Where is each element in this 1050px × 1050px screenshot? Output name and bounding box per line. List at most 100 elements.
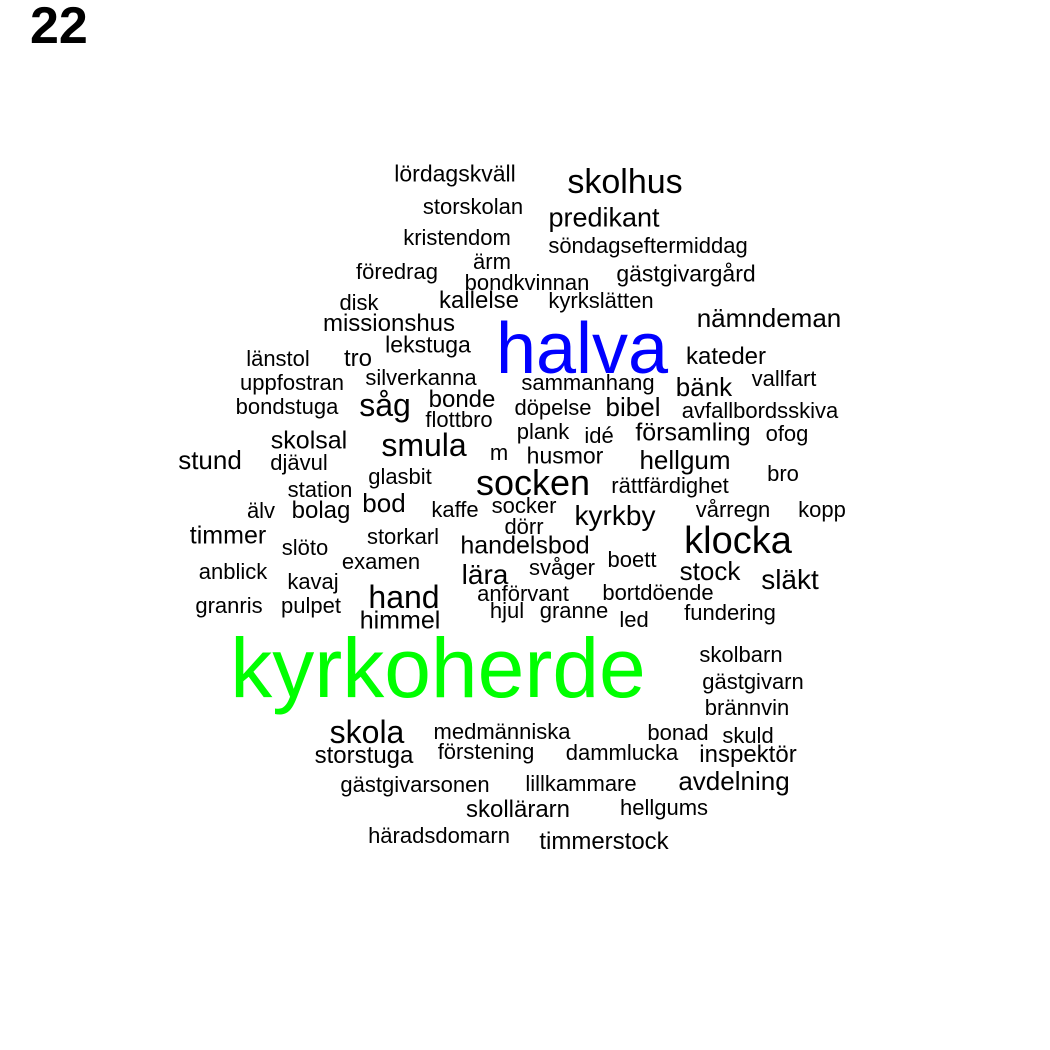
- word-bro: bro: [767, 461, 799, 486]
- word-skolbarn: skolbarn: [699, 642, 783, 667]
- word-boett: boett: [607, 547, 657, 572]
- word-led: led: [619, 607, 649, 632]
- word-lillkammare: lillkammare: [525, 771, 637, 796]
- page-number: 22: [30, 0, 88, 55]
- word-skuld: skuld: [722, 723, 774, 748]
- word-smula: smula: [381, 427, 467, 463]
- word-lekstuga: lekstuga: [385, 331, 471, 358]
- word-kaffe: kaffe: [431, 497, 479, 522]
- word-bod: bod: [362, 488, 406, 518]
- word-arm: ärm: [473, 249, 511, 274]
- word-storskolan: storskolan: [422, 194, 524, 219]
- word-flottbro: flottbro: [425, 407, 493, 432]
- word-stund: stund: [178, 445, 242, 475]
- word-namndeman: nämndeman: [696, 303, 842, 333]
- word-uppfostran: uppfostran: [240, 370, 344, 395]
- word-timmerstock: timmerstock: [539, 828, 669, 855]
- word-silverkanna: silverkanna: [365, 365, 477, 390]
- word-kallelse: kallelse: [438, 287, 520, 314]
- word-timmer: timmer: [189, 521, 267, 550]
- word-ide: idé: [584, 423, 614, 448]
- word-klocka: klocka: [684, 520, 792, 562]
- word-avdelning: avdelning: [678, 766, 790, 796]
- word-granne: granne: [539, 598, 609, 623]
- word-stock: stock: [679, 556, 741, 586]
- word-forstening: förstening: [437, 739, 535, 764]
- word-socken: socken: [475, 462, 591, 503]
- word-tro: tro: [343, 345, 373, 372]
- word-lordagskvall: lördagskväll: [394, 160, 516, 187]
- word-hand: hand: [368, 579, 440, 615]
- word-skola: skola: [329, 714, 405, 750]
- word-medmanniska: medmänniska: [433, 719, 571, 744]
- word-slakt: släkt: [761, 564, 819, 595]
- word-dopelse: döpelse: [514, 395, 592, 420]
- word-gastgivargard: gästgivargård: [616, 260, 756, 287]
- word-kyrkslatten: kyrkslätten: [548, 288, 654, 313]
- word-bortdoende: bortdöende: [602, 580, 714, 605]
- word-rattfardighet: rättfärdighet: [611, 473, 729, 498]
- word-gastgivarsonen: gästgivarsonen: [340, 772, 490, 797]
- word-gastgivarn: gästgivarn: [702, 669, 804, 694]
- word-examen: examen: [341, 549, 421, 574]
- word-m: m: [489, 440, 509, 465]
- word-granris: granris: [195, 593, 263, 618]
- word-bibel: bibel: [605, 392, 661, 422]
- word-inspektor: inspektör: [699, 741, 797, 768]
- word-foredrag: föredrag: [356, 259, 438, 284]
- word-kristendom: kristendom: [403, 225, 511, 250]
- word-station: station: [287, 477, 353, 502]
- word-brannvin: brännvin: [704, 695, 790, 720]
- word-bonde: bonde: [428, 386, 496, 413]
- word-halva: halva: [495, 309, 669, 389]
- word-kyrkby: kyrkby: [574, 500, 656, 531]
- word-dammlucka: dammlucka: [565, 740, 679, 765]
- word-hellgums: hellgums: [619, 795, 709, 820]
- word-bolag: bolag: [291, 497, 351, 524]
- word-anblick: anblick: [198, 559, 268, 584]
- word-husmor: husmor: [526, 442, 604, 469]
- word-varregn: vårregn: [695, 497, 771, 522]
- word-glasbit: glasbit: [368, 464, 432, 489]
- word-bondstuga: bondstuga: [235, 394, 339, 419]
- word-sondagseftermiddag: söndagseftermiddag: [548, 233, 748, 258]
- word-hjul: hjul: [489, 598, 525, 623]
- word-lanstol: länstol: [246, 346, 310, 371]
- word-bank: bänk: [675, 372, 733, 402]
- word-socker: socker: [491, 493, 557, 518]
- word-sammanhang: sammanhang: [521, 370, 655, 395]
- word-bonad: bonad: [647, 720, 709, 745]
- word-avfallbordsskiva: avfallbordsskiva: [681, 398, 839, 423]
- word-himmel: himmel: [359, 606, 441, 635]
- word-storkarl: storkarl: [366, 524, 440, 549]
- word-skolhus: skolhus: [567, 163, 683, 201]
- word-handelsbod: handelsbod: [460, 531, 590, 560]
- word-lara: lära: [461, 559, 509, 590]
- word-sloto: slöto: [281, 535, 329, 560]
- word-storstuga: storstuga: [314, 742, 414, 769]
- word-djavul: djävul: [270, 450, 328, 475]
- word-predikant: predikant: [548, 202, 660, 233]
- word-kateder: kateder: [685, 343, 767, 370]
- word-kavaj: kavaj: [287, 569, 339, 594]
- word-anforvant: anförvant: [477, 581, 569, 606]
- word-haradsdomarn: häradsdomarn: [368, 823, 510, 848]
- word-skollararn: skollärarn: [465, 796, 571, 823]
- word-kopp: kopp: [798, 497, 846, 522]
- word-pulpet: pulpet: [281, 593, 341, 618]
- word-kyrkoherde: kyrkoherde: [230, 621, 646, 715]
- word-missionshus: missionshus: [322, 310, 456, 337]
- word-disk: disk: [339, 290, 379, 315]
- word-dorr: dörr: [504, 514, 544, 539]
- word-plank: plank: [516, 419, 570, 444]
- word-vallfart: vallfart: [751, 366, 817, 391]
- word-forsamling: församling: [635, 418, 751, 447]
- word-svager: svåger: [528, 555, 596, 580]
- word-hellgum: hellgum: [639, 445, 731, 475]
- word-fundering: fundering: [684, 600, 776, 625]
- word-bondkvinnan: bondkvinnan: [464, 270, 590, 295]
- word-alv: älv: [246, 498, 276, 523]
- word-skolsal: skolsal: [270, 426, 348, 455]
- word-sag: såg: [359, 387, 411, 423]
